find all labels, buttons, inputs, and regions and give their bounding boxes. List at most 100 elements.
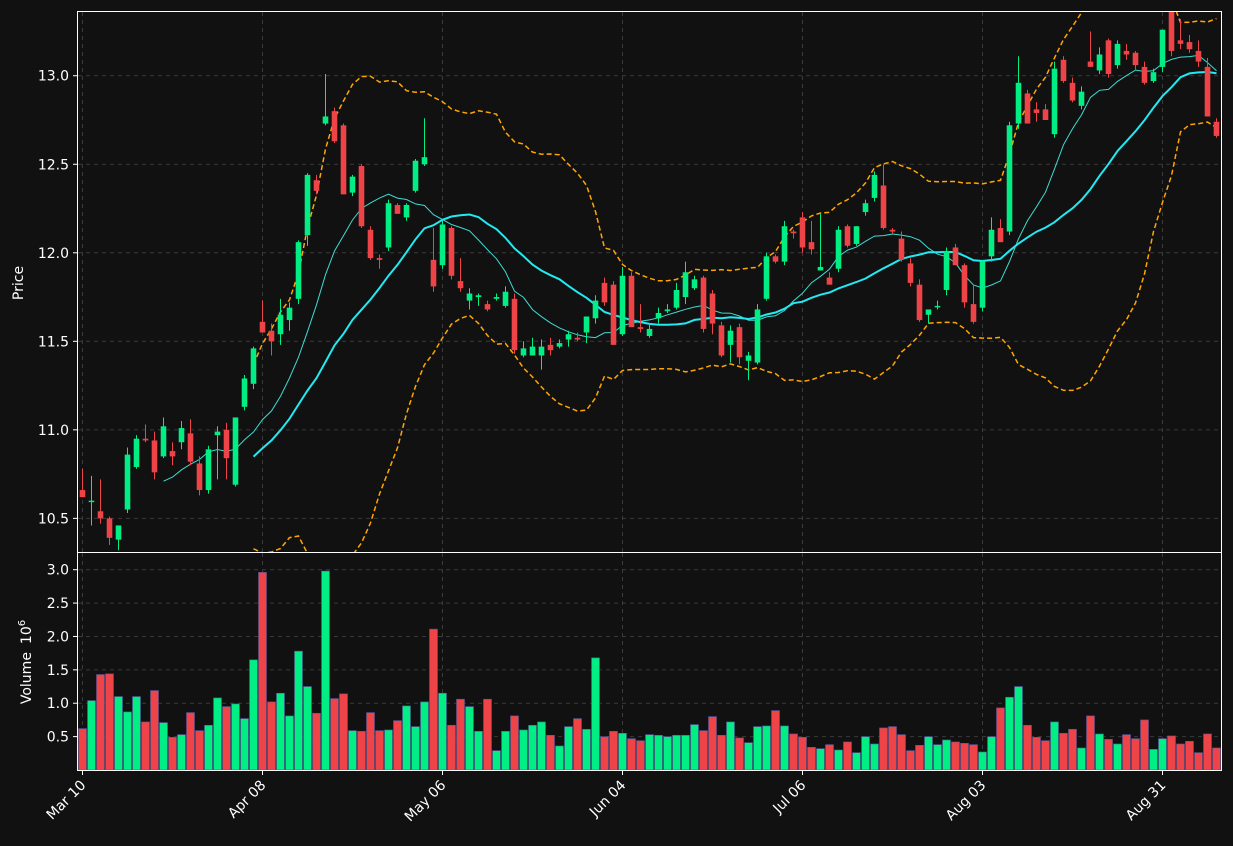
candle-body (718, 325, 725, 356)
candle-body (646, 328, 653, 336)
volume-bar (1068, 728, 1077, 771)
candle-body (547, 344, 554, 351)
candle-body (277, 314, 284, 335)
candle-body (403, 204, 410, 218)
volume-bar (564, 726, 573, 771)
candle-body (952, 247, 959, 266)
volume-bar (375, 730, 384, 771)
candle-body (241, 378, 248, 407)
volume-bar (1032, 736, 1041, 771)
candle-body (520, 348, 527, 356)
candle-body (1024, 93, 1031, 124)
candle-body (889, 229, 896, 232)
volume-bar (465, 706, 474, 771)
candle-body (214, 431, 221, 436)
candle-body (1042, 109, 1049, 120)
volume-bar (105, 673, 114, 771)
volume-bar (330, 698, 339, 771)
candle-body (367, 229, 374, 259)
upper-band-line (252, 12, 1217, 365)
candle-body (412, 160, 419, 191)
candle-body (727, 330, 734, 345)
volume-bar (456, 698, 465, 771)
volume-tick-label: 1.5 (47, 663, 69, 679)
volume-bar (303, 686, 312, 771)
volume-bar (897, 734, 906, 771)
candle-body (187, 433, 194, 462)
candle-body (1150, 72, 1157, 82)
volume-bar (150, 690, 159, 771)
volume-bar (861, 736, 870, 771)
price-y-axis: 10.5 11.0 11.5 12.0 12.5 13.0 (38, 69, 78, 527)
candle-body (826, 277, 833, 285)
volume-bar (753, 726, 762, 771)
volume-bar (852, 752, 861, 771)
ma-fast-line (163, 54, 1217, 482)
volume-bar (942, 739, 951, 771)
candle-body (1195, 50, 1202, 62)
candle-series (79, 12, 1220, 551)
candle-body (997, 228, 1004, 243)
volume-bar (789, 733, 798, 771)
volume-bar (393, 720, 402, 771)
volume-bar (384, 729, 393, 771)
volume-tick-label: 2.5 (47, 596, 69, 612)
candle-body (538, 346, 545, 356)
candle-body (1141, 66, 1148, 83)
candle-body (943, 251, 950, 290)
candle-body (223, 429, 230, 459)
candle-body (1114, 43, 1121, 66)
volume-bar (528, 724, 537, 771)
candle-body (232, 417, 239, 485)
volume-bar (609, 730, 618, 771)
candle-body (988, 229, 995, 257)
bollinger-bands (252, 12, 1217, 552)
volume-bar (1113, 743, 1122, 771)
candle-body (79, 490, 86, 498)
candle-body (637, 327, 644, 329)
volume-bar (177, 734, 186, 771)
candle-body (691, 279, 698, 289)
candle-body (619, 275, 626, 335)
candle-body (772, 256, 779, 262)
candle-body (1078, 91, 1085, 106)
candle-body (709, 293, 716, 324)
candle-body (304, 174, 311, 236)
volume-bar (1185, 740, 1194, 771)
volume-tick-label: 0.5 (47, 730, 69, 746)
volume-bar (132, 696, 141, 771)
candle-body (700, 277, 707, 329)
candle-body (160, 426, 167, 457)
volume-bar (537, 721, 546, 771)
candle-body (835, 229, 842, 269)
candle-body (1123, 50, 1130, 55)
volume-bar (231, 703, 240, 771)
volume-bar (888, 726, 897, 771)
volume-bar (1203, 733, 1212, 771)
volume-bar (987, 736, 996, 771)
volume-bar (213, 697, 222, 771)
candle-body (1015, 82, 1022, 124)
volume-bar (1104, 738, 1113, 771)
candle-body (916, 284, 923, 321)
volume-axis-unit: 10 (19, 626, 35, 644)
candle-body (376, 258, 383, 260)
volume-bar (348, 730, 357, 771)
candle-body (628, 275, 635, 328)
volume-bar (726, 721, 735, 771)
volume-bar (483, 698, 492, 771)
volume-bar (780, 725, 789, 771)
volume-bars (78, 570, 1221, 771)
candle-body (115, 525, 122, 540)
candle-body (655, 312, 662, 319)
volume-bar (906, 750, 915, 771)
volume-panel-frame (77, 552, 1222, 771)
volume-bar (321, 570, 330, 771)
volume-bar (573, 718, 582, 771)
volume-bar (1095, 733, 1104, 771)
volume-bar (735, 737, 744, 771)
candle-body (1033, 109, 1040, 113)
volume-bar (1023, 724, 1032, 771)
volume-bar (807, 746, 816, 771)
candle-body (313, 180, 320, 191)
